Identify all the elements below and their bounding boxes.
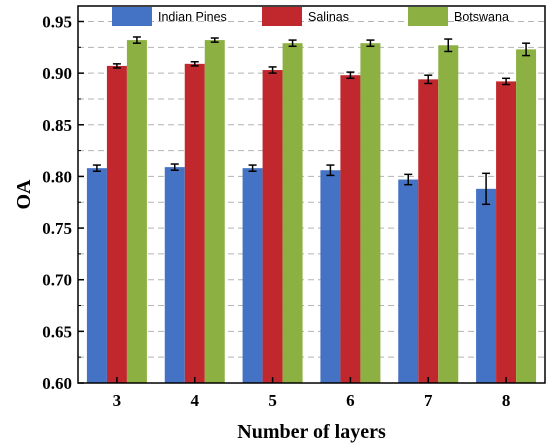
error-bar	[502, 77, 511, 86]
error-bar	[522, 42, 531, 57]
y-tick-label: 0.65	[42, 322, 72, 341]
axes: 0.60 0.65 0.70 0.75 0.80 0.85 0.90 0.95 3 4 5 6 7 8	[42, 5, 546, 410]
error-bar	[482, 172, 491, 206]
bars	[86, 40, 537, 384]
x-tick-label: 5	[268, 391, 277, 410]
legend-label: Salinas	[308, 10, 349, 24]
y-tick-label: 0.60	[42, 374, 72, 393]
x-axis-title: Number of layers	[237, 421, 386, 443]
x-tick-label: 8	[502, 391, 511, 410]
error-bar	[288, 39, 297, 48]
error-bar	[444, 38, 453, 53]
legend-label: Indian Pines	[158, 10, 227, 24]
x-tick-label: 7	[424, 391, 433, 410]
legend-swatch	[408, 7, 448, 26]
legend-item-indian-pines: Indian Pines	[112, 7, 227, 26]
error-bar	[404, 173, 413, 186]
legend-label: Botswana	[454, 10, 509, 24]
bar-botswana-6	[360, 43, 381, 383]
bar-salinas-7	[418, 79, 439, 384]
bar-salinas-4	[184, 63, 205, 383]
error-bar	[346, 71, 355, 80]
bar-indian-pines-7	[398, 179, 419, 383]
bar-indian-pines-3	[86, 168, 107, 383]
bar-salinas-5	[262, 70, 283, 383]
y-axis-title: OA	[13, 179, 35, 210]
error-bar	[366, 39, 375, 48]
x-tick-label: 3	[113, 391, 122, 410]
gridlines	[78, 20, 545, 358]
bar-indian-pines-4	[164, 167, 185, 383]
legend-item-salinas: Salinas	[262, 7, 349, 26]
bar-indian-pines-8	[476, 188, 497, 383]
error-bar	[132, 36, 141, 44]
bar-botswana-5	[282, 43, 303, 383]
bar-botswana-4	[204, 40, 225, 383]
error-bar	[248, 164, 257, 173]
legend-item-botswana: Botswana	[408, 7, 509, 26]
error-bar	[112, 63, 121, 69]
bar-salinas-8	[496, 81, 517, 384]
bar-indian-pines-6	[320, 170, 341, 383]
error-bar	[190, 61, 199, 67]
x-tick-label: 6	[346, 391, 355, 410]
legend: Indian Pines Salinas Botswana	[112, 7, 509, 26]
bar-indian-pines-5	[242, 168, 263, 383]
error-bar	[92, 164, 101, 173]
bar-botswana-7	[438, 45, 459, 383]
error-bar	[326, 164, 335, 177]
bar-botswana-3	[126, 40, 147, 383]
y-tick-label: 0.95	[42, 12, 72, 31]
legend-swatch	[262, 7, 302, 26]
y-tick-label: 0.70	[42, 271, 72, 290]
x-tick-label: 4	[191, 391, 200, 410]
y-tick-label: 0.90	[42, 64, 72, 83]
y-tick-label: 0.85	[42, 116, 72, 135]
bar-botswana-8	[516, 49, 537, 383]
y-tick-label: 0.80	[42, 167, 72, 186]
error-bars	[92, 36, 531, 206]
error-bar	[170, 163, 179, 171]
error-bar	[268, 66, 277, 74]
legend-swatch	[112, 7, 152, 26]
error-bar	[424, 74, 433, 85]
error-bar	[210, 37, 219, 43]
bar-salinas-6	[340, 75, 361, 384]
plot-frame	[77, 5, 546, 384]
y-tick-label: 0.75	[42, 219, 72, 238]
bar-salinas-3	[106, 65, 127, 383]
